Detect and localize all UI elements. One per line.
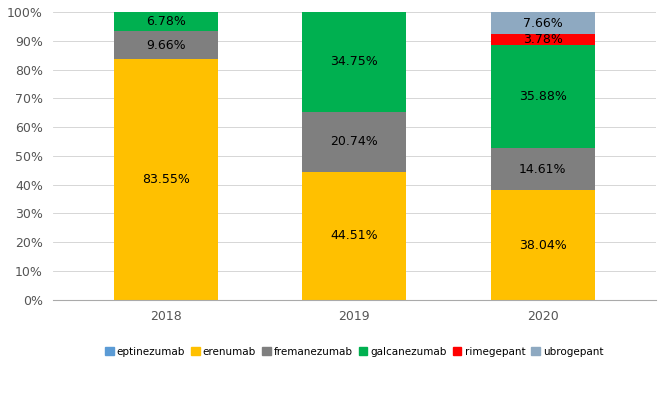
Text: 7.66%: 7.66%	[523, 17, 563, 29]
Bar	[302, 172, 406, 300]
Text: 38.04%: 38.04%	[519, 238, 567, 252]
Bar	[302, 112, 406, 172]
Text: 44.51%: 44.51%	[330, 229, 378, 242]
Bar	[491, 12, 595, 34]
Text: 9.66%: 9.66%	[146, 39, 186, 52]
Bar	[491, 34, 595, 45]
Text: 3.78%: 3.78%	[523, 33, 563, 46]
Bar	[491, 190, 595, 300]
Text: 14.61%: 14.61%	[519, 163, 567, 176]
Bar	[491, 148, 595, 190]
Text: 6.78%: 6.78%	[146, 15, 186, 28]
Legend: eptinezumab, erenumab, fremanezumab, galcanezumab, rimegepant, ubrogepant: eptinezumab, erenumab, fremanezumab, gal…	[101, 342, 607, 361]
Bar	[302, 12, 406, 112]
Text: 20.74%: 20.74%	[330, 135, 378, 148]
Text: 34.75%: 34.75%	[330, 55, 378, 68]
Bar	[114, 12, 217, 31]
Bar	[114, 59, 217, 300]
Bar	[491, 45, 595, 148]
Text: 35.88%: 35.88%	[519, 90, 567, 103]
Bar	[114, 31, 217, 59]
Text: 83.55%: 83.55%	[142, 173, 190, 186]
